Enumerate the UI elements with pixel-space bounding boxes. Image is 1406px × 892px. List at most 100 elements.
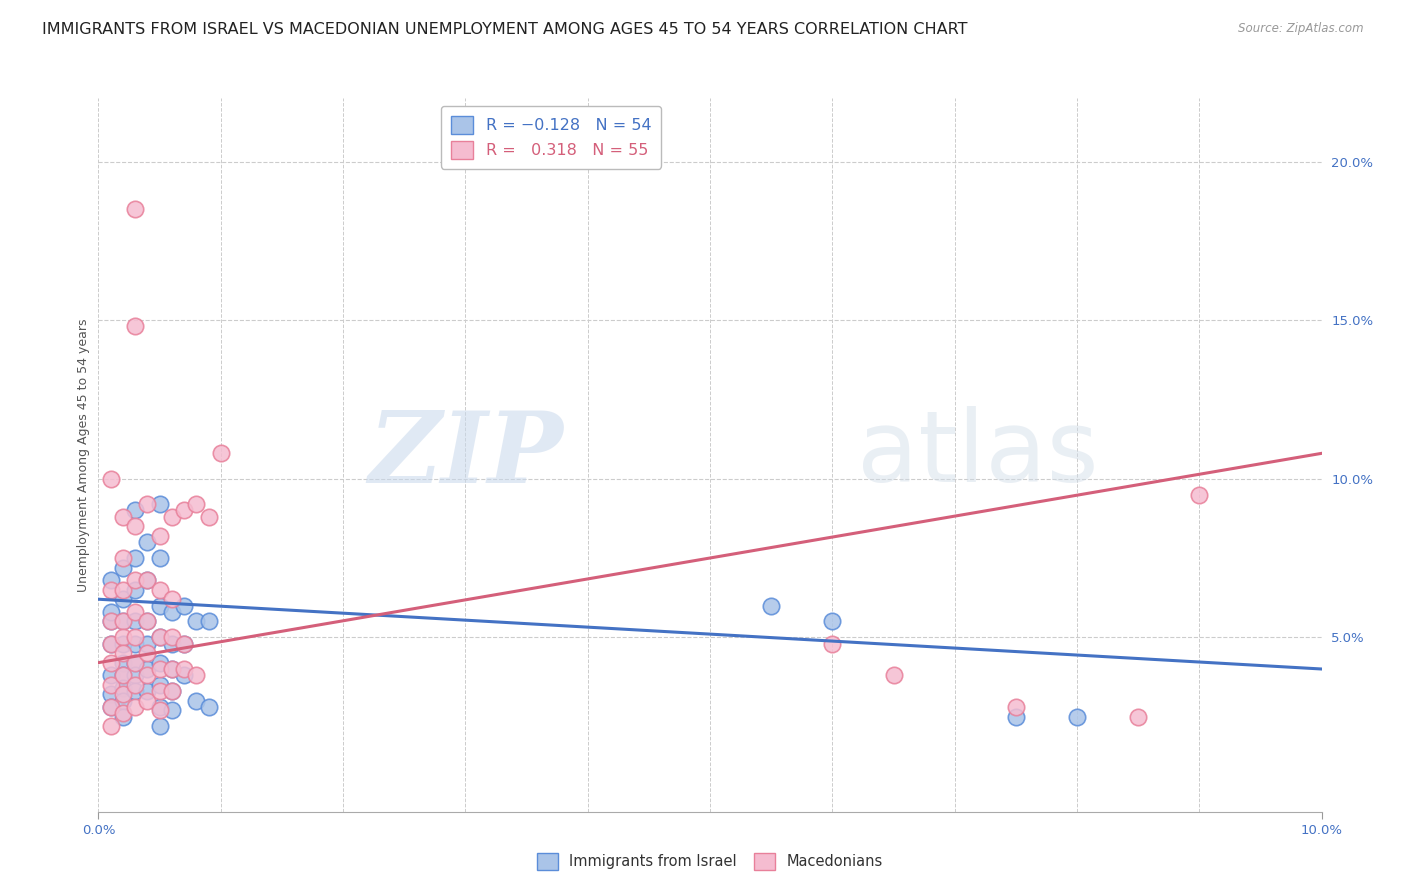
- Text: ZIP: ZIP: [368, 407, 564, 503]
- Point: [149, 497, 172, 511]
- Point: [160, 662, 183, 676]
- Point: [124, 656, 146, 670]
- Point: [173, 503, 195, 517]
- Point: [197, 700, 219, 714]
- Point: [100, 687, 122, 701]
- Point: [136, 646, 159, 660]
- Point: [149, 599, 172, 613]
- Point: [1188, 487, 1211, 501]
- Point: [136, 615, 159, 629]
- Point: [160, 605, 183, 619]
- Point: [149, 700, 172, 714]
- Point: [100, 637, 122, 651]
- Point: [100, 678, 122, 692]
- Point: [111, 592, 134, 607]
- Point: [149, 684, 172, 698]
- Point: [100, 573, 122, 587]
- Point: [173, 637, 195, 651]
- Point: [124, 551, 146, 566]
- Point: [111, 615, 134, 629]
- Point: [111, 551, 134, 566]
- Point: [160, 630, 183, 644]
- Point: [149, 582, 172, 597]
- Point: [124, 503, 146, 517]
- Point: [149, 678, 172, 692]
- Point: [111, 637, 134, 651]
- Point: [759, 599, 782, 613]
- Point: [160, 509, 183, 524]
- Point: [186, 615, 208, 629]
- Point: [124, 656, 146, 670]
- Point: [100, 637, 122, 651]
- Point: [111, 709, 134, 723]
- Point: [124, 519, 146, 533]
- Point: [136, 535, 159, 549]
- Point: [209, 446, 232, 460]
- Point: [149, 662, 172, 676]
- Point: [124, 202, 146, 216]
- Point: [111, 646, 134, 660]
- Point: [124, 582, 146, 597]
- Point: [100, 615, 122, 629]
- Point: [124, 637, 146, 651]
- Point: [111, 706, 134, 721]
- Point: [173, 637, 195, 651]
- Point: [111, 630, 134, 644]
- Point: [821, 615, 844, 629]
- Point: [124, 684, 146, 698]
- Point: [136, 668, 159, 682]
- Point: [111, 656, 134, 670]
- Point: [100, 668, 122, 682]
- Point: [124, 573, 146, 587]
- Point: [111, 560, 134, 574]
- Point: [100, 582, 122, 597]
- Point: [149, 630, 172, 644]
- Point: [197, 509, 219, 524]
- Point: [149, 529, 172, 543]
- Point: [124, 615, 146, 629]
- Point: [136, 497, 159, 511]
- Point: [111, 582, 134, 597]
- Point: [149, 703, 172, 717]
- Point: [100, 605, 122, 619]
- Point: [160, 703, 183, 717]
- Point: [197, 615, 219, 629]
- Point: [149, 656, 172, 670]
- Point: [111, 615, 134, 629]
- Point: [149, 630, 172, 644]
- Point: [100, 719, 122, 733]
- Point: [136, 573, 159, 587]
- Point: [136, 615, 159, 629]
- Point: [1066, 709, 1088, 723]
- Point: [100, 700, 122, 714]
- Legend: Immigrants from Israel, Macedonians: Immigrants from Israel, Macedonians: [531, 847, 889, 876]
- Point: [186, 694, 208, 708]
- Point: [100, 656, 122, 670]
- Point: [100, 615, 122, 629]
- Point: [883, 668, 905, 682]
- Point: [100, 700, 122, 714]
- Point: [100, 472, 122, 486]
- Point: [124, 700, 146, 714]
- Text: Source: ZipAtlas.com: Source: ZipAtlas.com: [1239, 22, 1364, 36]
- Point: [173, 668, 195, 682]
- Point: [149, 551, 172, 566]
- Point: [160, 684, 183, 698]
- Point: [821, 637, 844, 651]
- Point: [186, 668, 208, 682]
- Point: [111, 681, 134, 695]
- Text: atlas: atlas: [856, 407, 1098, 503]
- Point: [111, 668, 134, 682]
- Text: IMMIGRANTS FROM ISRAEL VS MACEDONIAN UNEMPLOYMENT AMONG AGES 45 TO 54 YEARS CORR: IMMIGRANTS FROM ISRAEL VS MACEDONIAN UNE…: [42, 22, 967, 37]
- Point: [111, 694, 134, 708]
- Point: [136, 662, 159, 676]
- Point: [160, 592, 183, 607]
- Point: [173, 662, 195, 676]
- Point: [111, 687, 134, 701]
- Point: [160, 684, 183, 698]
- Point: [136, 637, 159, 651]
- Point: [124, 319, 146, 334]
- Point: [124, 678, 146, 692]
- Point: [124, 630, 146, 644]
- Point: [136, 573, 159, 587]
